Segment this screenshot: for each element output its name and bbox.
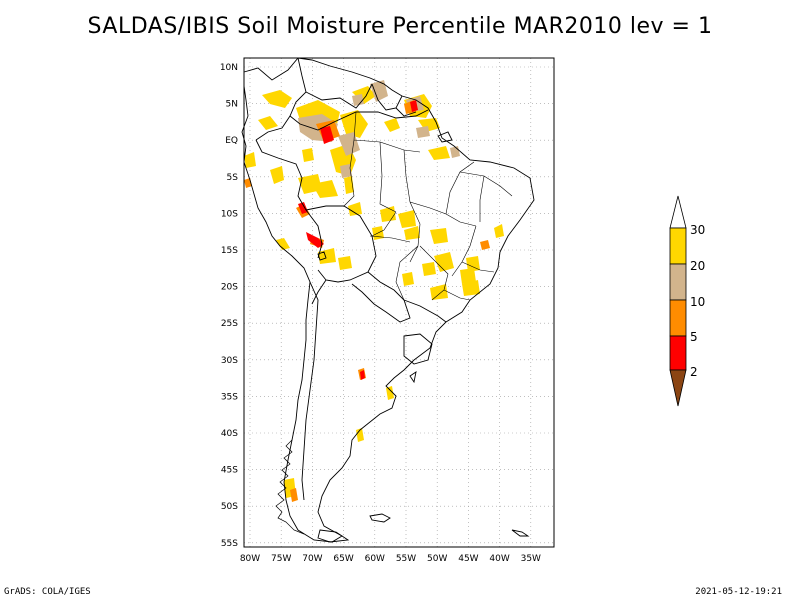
- suriname-border: [395, 107, 417, 117]
- colorbar-label-2: 2: [690, 365, 698, 379]
- uruguay-border: [403, 333, 433, 365]
- longitude-labels: 80W 75W 70W 65W 60W 55W 50W 45W 40W 35W: [240, 554, 541, 564]
- lon-tick-label: 70W: [302, 554, 322, 564]
- lon-tick-label: 65W: [333, 554, 353, 564]
- lat-tick-label: 20S: [221, 283, 238, 293]
- lat-tick-label: 15S: [221, 246, 238, 256]
- lat-tick-label: 35S: [221, 392, 238, 402]
- colorbar-label-20: 20: [690, 259, 705, 273]
- lat-tick-label: 25S: [221, 319, 238, 329]
- footer-timestamp: 2021-05-12-19:21: [695, 587, 782, 597]
- map-title: SALDAS/IBIS Soil Moisture Percentile MAR…: [87, 14, 713, 39]
- chile-fjords: [275, 439, 305, 535]
- lon-tick-label: 75W: [271, 554, 291, 564]
- patches-2-5: [298, 100, 418, 380]
- lat-tick-label: 5N: [226, 100, 238, 110]
- argentina-north-border: [311, 279, 327, 305]
- coastline: [241, 57, 535, 543]
- lat-tick-label: 45S: [221, 466, 238, 476]
- lon-tick-label: 35W: [521, 554, 541, 564]
- colorbar-top-arrow: [669, 195, 687, 229]
- lat-tick-label: 50S: [221, 502, 238, 512]
- colombia-border: [255, 57, 307, 141]
- bolivia-border: [305, 205, 377, 283]
- lon-tick-label: 50W: [427, 554, 447, 564]
- lon-tick-label: 45W: [458, 554, 478, 564]
- brazil-states: [343, 111, 513, 301]
- south-georgia: [511, 529, 530, 537]
- falkland-islands: [369, 513, 391, 523]
- grid-lines: [244, 58, 554, 547]
- lat-tick-label: 30S: [221, 356, 238, 366]
- lon-tick-label: 80W: [240, 554, 260, 564]
- lagoa-dos-patos: [409, 371, 417, 384]
- colorbar-20-30: [669, 227, 687, 265]
- guyana-border: [371, 83, 403, 111]
- lat-tick-label: EQ: [225, 136, 238, 146]
- colorbar: 30 20 10 5 2: [669, 195, 705, 407]
- lake-titicaca: [317, 251, 327, 261]
- marajo-island: [437, 131, 453, 143]
- patches-5-10: [244, 100, 490, 502]
- lon-tick-label: 40W: [489, 554, 509, 564]
- tierra-del-fuego: [317, 529, 350, 543]
- lat-tick-label: 5S: [227, 173, 239, 183]
- plot-frame: [243, 57, 555, 548]
- patches-20-30: [244, 86, 504, 498]
- chile-border: [301, 281, 319, 501]
- latitude-labels: 10N 5N EQ 5S 10S 15S 20S 25S 30S 35S 40S 45S 50S 55S: [220, 63, 238, 549]
- lat-tick-label: 40S: [221, 429, 238, 439]
- peru-border: [255, 139, 323, 259]
- colorbar-label-10: 10: [690, 295, 705, 309]
- brazil-south-border: [403, 299, 447, 323]
- paraguay-border: [351, 271, 411, 323]
- footer-credit: GrADS: COLA/IGES: [4, 587, 91, 597]
- colorbar-10-20: [669, 263, 687, 301]
- lat-tick-label: 10S: [221, 209, 238, 219]
- colorbar-label-5: 5: [690, 330, 698, 344]
- percentile-patches: [244, 80, 504, 502]
- lon-tick-label: 60W: [365, 554, 385, 564]
- lat-tick-label: 10N: [220, 63, 238, 73]
- lat-tick-label: 55S: [221, 539, 238, 549]
- colorbar-bottom-arrow: [669, 369, 687, 407]
- venezuela-border: [305, 83, 373, 109]
- lon-tick-label: 55W: [396, 554, 416, 564]
- colorbar-2-5: [669, 335, 687, 371]
- colorbar-label-30: 30: [690, 223, 705, 237]
- colorbar-5-10: [669, 299, 687, 337]
- country-boundaries: [241, 57, 535, 543]
